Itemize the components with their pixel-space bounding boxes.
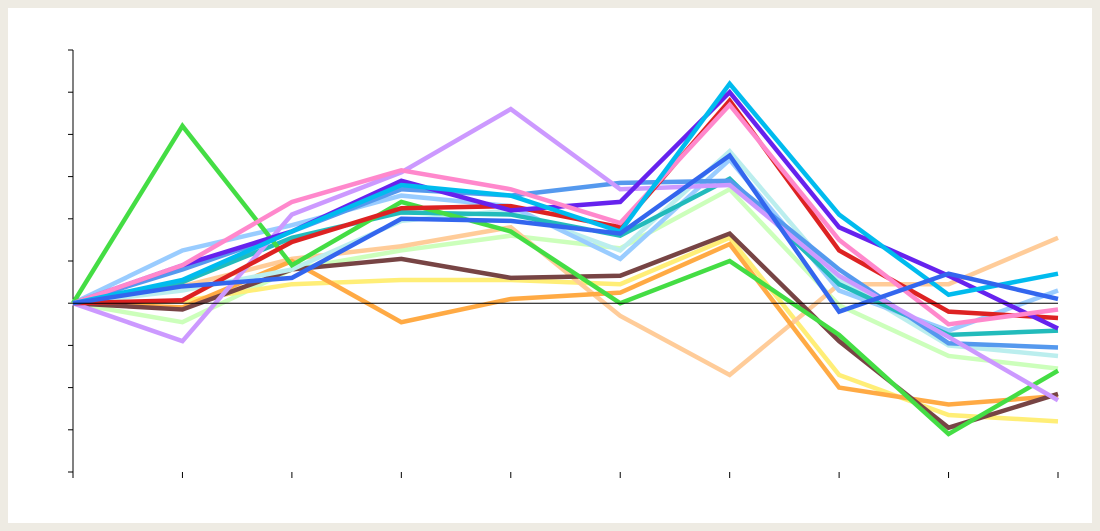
series-line	[72, 101, 1059, 327]
series-line	[72, 80, 1059, 306]
series-line	[72, 186, 1059, 371]
series-line	[71, 122, 1060, 437]
series-line	[72, 224, 1059, 378]
series-line	[72, 106, 1060, 403]
series-line	[72, 152, 1059, 315]
